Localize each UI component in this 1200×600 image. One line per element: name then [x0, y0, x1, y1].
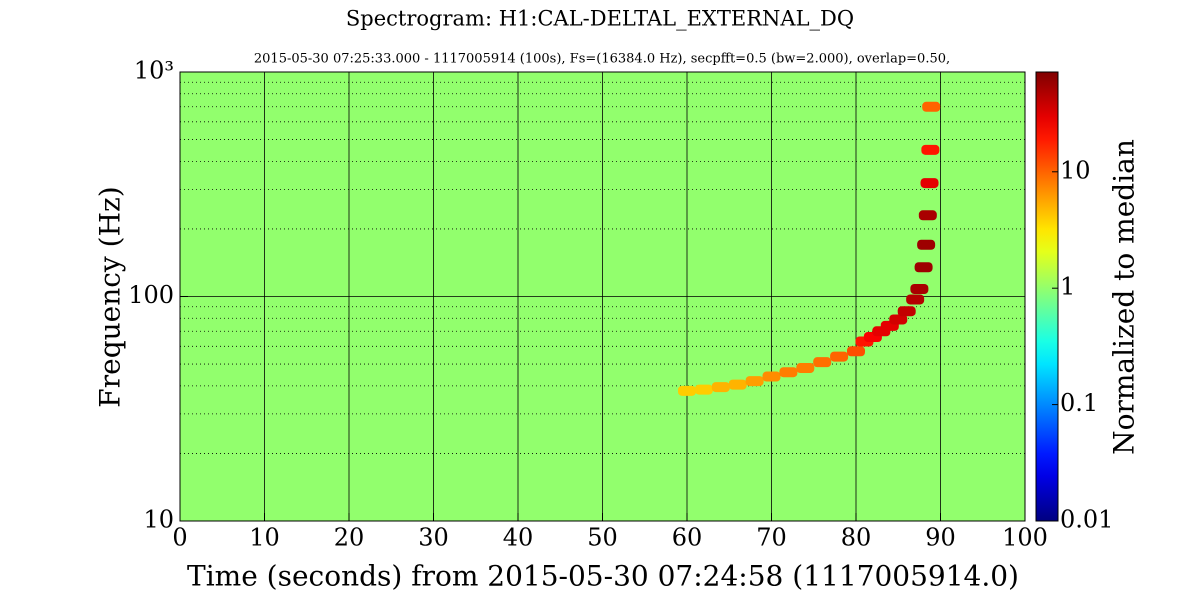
track-cell	[711, 382, 730, 393]
track-cell	[922, 101, 941, 112]
track-cell	[694, 384, 713, 395]
track-cell	[728, 379, 747, 390]
track-cell	[830, 351, 849, 362]
x-tick-label: 60	[672, 524, 703, 552]
track-cell	[918, 210, 937, 221]
x-tick-label: 20	[334, 524, 365, 552]
colorbar-tick-label: 0.1	[1060, 389, 1098, 417]
track-cell	[847, 346, 865, 357]
x-tick-label: 100	[1002, 524, 1048, 552]
track-cell	[920, 178, 939, 189]
chart-subtitle: 2015-05-30 07:25:33.000 - 1117005914 (10…	[254, 52, 950, 67]
track-cell	[796, 363, 815, 374]
track-cell	[678, 385, 696, 396]
track-cell	[745, 376, 764, 387]
x-axis-label: Time (seconds) from 2015-05-30 07:24:58 …	[187, 560, 1019, 593]
x-tick-label: 90	[925, 524, 956, 552]
track-cell	[910, 283, 929, 294]
track-cell	[914, 262, 933, 273]
y-tick-label: 10	[143, 506, 174, 534]
colorbar-label: Normalized to median	[1108, 139, 1141, 455]
track-cell	[917, 239, 936, 250]
x-tick-label: 80	[841, 524, 872, 552]
y-axis-label: Frequency (Hz)	[94, 186, 127, 407]
x-tick-label: 0	[172, 524, 187, 552]
track-cell	[762, 371, 781, 382]
colorbar-tick-label: 1	[1060, 273, 1075, 301]
x-tick-label: 30	[418, 524, 449, 552]
track-cell	[921, 144, 940, 155]
x-tick-label: 70	[756, 524, 787, 552]
x-tick-label: 40	[503, 524, 534, 552]
track-cell	[906, 294, 925, 305]
track-cell	[779, 367, 798, 378]
colorbar-tick-label: 10	[1060, 156, 1091, 184]
colorbar	[1035, 71, 1059, 522]
track-cell	[889, 314, 908, 325]
y-tick-label: 100	[128, 281, 174, 309]
chart-title: Spectrogram: H1:CAL-DELTAL_EXTERNAL_DQ	[346, 7, 854, 31]
x-tick-label: 50	[587, 524, 618, 552]
y-tick-label: 10³	[134, 57, 174, 85]
x-tick-label: 10	[249, 524, 280, 552]
track-cell	[813, 357, 832, 368]
colorbar-tick-label: 0.01	[1060, 506, 1113, 534]
track-cell	[897, 306, 916, 317]
